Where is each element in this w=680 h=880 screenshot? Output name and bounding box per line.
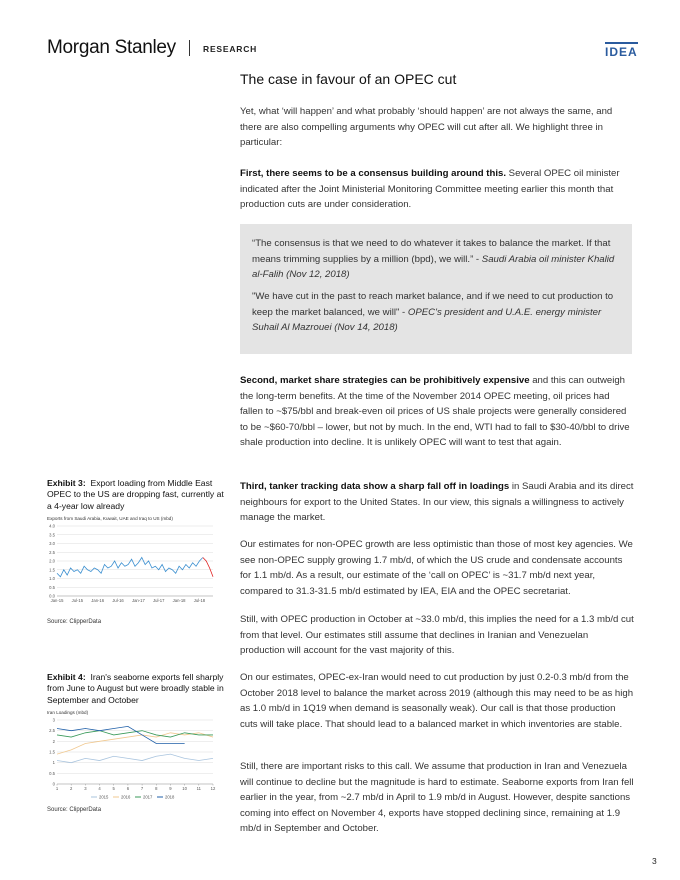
exhibit-caption-text: Iran's seaborne exports fell sharply fro…: [47, 672, 224, 705]
y-tick-label: 0: [53, 782, 56, 787]
quote-box: [240, 224, 632, 354]
quote-text: “The consensus is that we need to do wha…: [252, 238, 611, 265]
paragraph: Still, there are important risks to this…: [240, 759, 634, 837]
chart: Iran Loadings (mbd)00.511.522.531 2 3 4 5 6 7 8…: [47, 710, 216, 800]
x-tick-label: 9: [169, 786, 172, 791]
series-line: [202, 557, 214, 577]
legend-label: 2017: [143, 795, 153, 800]
series-line: [56, 753, 214, 764]
x-tick-label: 5: [113, 786, 116, 791]
series-line: [56, 730, 213, 738]
y-tick-label: 3.0: [49, 541, 55, 546]
paragraph: Our estimates for non-OPEC growth are le…: [240, 537, 634, 599]
x-tick-label: Jan-18: [173, 598, 186, 603]
x-tick-label: 8: [155, 786, 158, 791]
paragraph-text: Still, there are important risks to this…: [240, 761, 634, 835]
quote-attribution: OPEC's president and U.A.E. energy minis…: [252, 306, 602, 334]
y-tick-label: 2.5: [49, 550, 55, 555]
brand: Morgan Stanley: [47, 37, 176, 58]
quote-text: "We have cut in the past to reach market…: [252, 291, 614, 318]
source: Source: ClipperData: [47, 807, 102, 813]
x-tick-label: Jan-16: [91, 598, 104, 603]
division: RESEARCH: [203, 44, 258, 54]
x-tick-label: 7: [141, 786, 144, 791]
series-line: [56, 725, 185, 744]
x-tick-label: 2: [70, 786, 73, 791]
lead-in: First, there seems to be a consensus bui…: [240, 168, 507, 179]
y-tick-label: 3: [53, 718, 56, 723]
x-tick-label: 6: [127, 786, 130, 791]
y-tick-label: 3.5: [49, 532, 55, 537]
exhibit-caption: Exhibit 3: Export loading from Middle Ea…: [47, 478, 227, 512]
paragraph: Third, tanker tracking data show a sharp…: [240, 479, 634, 526]
paragraph-text: Still, with OPEC production in October a…: [240, 614, 634, 657]
y-tick-label: 1: [53, 760, 56, 765]
quote-attribution: Saudi Arabia oil minister Khalid al-Fali…: [252, 253, 615, 281]
paragraph-text: On our estimates, OPEC-ex-Iran would nee…: [240, 672, 634, 730]
source: Source: ClipperData: [47, 619, 102, 625]
y-tick-label: 1.5: [49, 750, 55, 755]
y-tick-label: 2.5: [49, 728, 55, 733]
x-tick-label: 1: [56, 786, 59, 791]
chart: Exports from Saudi Arabia, Kuwait, UAE a…: [47, 516, 214, 603]
x-tick-label: 11: [197, 786, 202, 791]
quote: "We have cut in the past to reach market…: [252, 289, 624, 336]
y-axis-label: Iran Loadings (mbd): [47, 710, 89, 715]
page-number: 3: [652, 856, 657, 866]
x-tick-label: Jul-16: [112, 598, 124, 603]
y-tick-label: 0.0: [49, 594, 55, 599]
paragraph: First, there seems to be a consensus bui…: [240, 166, 634, 213]
legend-label: 2018: [165, 795, 175, 800]
section-title: The case in favour of an OPEC cut: [240, 71, 457, 87]
y-tick-label: 4.0: [49, 524, 55, 529]
paragraph-text: Yet, what ‘will happen’ and what probabl…: [240, 106, 613, 149]
y-tick-label: 0.5: [49, 771, 55, 776]
x-tick-label: 4: [98, 786, 101, 791]
x-tick-label: 12: [211, 786, 216, 791]
tag: IDEA: [605, 42, 638, 59]
x-tick-label: 10: [182, 786, 187, 791]
paragraph-text: in Saudi Arabia and its direct neighbour…: [240, 481, 634, 524]
x-tick-label: Jul-18: [194, 598, 206, 603]
y-tick-label: 2.0: [49, 559, 55, 564]
x-tick-label: Jul-17: [153, 598, 165, 603]
y-tick-label: 1.0: [49, 576, 55, 581]
series-line: [56, 556, 204, 578]
x-tick-label: Jan-17: [132, 598, 145, 603]
quote: “The consensus is that we need to do wha…: [252, 236, 624, 283]
series-line: [56, 732, 214, 755]
exhibit-caption: Exhibit 4: Iran's seaborne exports fell …: [47, 672, 227, 706]
x-tick-label: Jul-15: [72, 598, 84, 603]
y-tick-label: 2: [53, 739, 56, 744]
y-tick-label: 0.5: [49, 585, 55, 590]
x-tick-label: Jan-15: [51, 598, 64, 603]
legend-label: 2016: [121, 795, 131, 800]
paragraph: Still, with OPEC production in October a…: [240, 612, 634, 659]
exhibit-label: Exhibit 4:: [47, 672, 86, 682]
x-tick-label: 3: [84, 786, 87, 791]
paragraph: Yet, what ‘will happen’ and what probabl…: [240, 104, 634, 151]
paragraph-text: and this can outweigh the long-term bene…: [240, 375, 630, 449]
separator: [189, 40, 190, 56]
y-axis-label: Exports from Saudi Arabia, Kuwait, UAE a…: [47, 516, 173, 521]
paragraph: On our estimates, OPEC-ex-Iran would nee…: [240, 670, 634, 732]
paragraph-text: Our estimates for non-OPEC growth are le…: [240, 539, 633, 597]
paragraph-text: Several OPEC oil minister indicated afte…: [240, 168, 620, 211]
lead-in: Third, tanker tracking data show a sharp…: [240, 481, 510, 492]
exhibit-label: Exhibit 3:: [47, 478, 86, 488]
legend-label: 2015: [99, 795, 109, 800]
exhibit-caption-text: Export loading from Middle East OPEC to …: [47, 478, 224, 511]
y-tick-label: 1.5: [49, 567, 55, 572]
paragraph: Second, market share strategies can be p…: [240, 373, 634, 451]
lead-in: Second, market share strategies can be p…: [240, 375, 530, 386]
